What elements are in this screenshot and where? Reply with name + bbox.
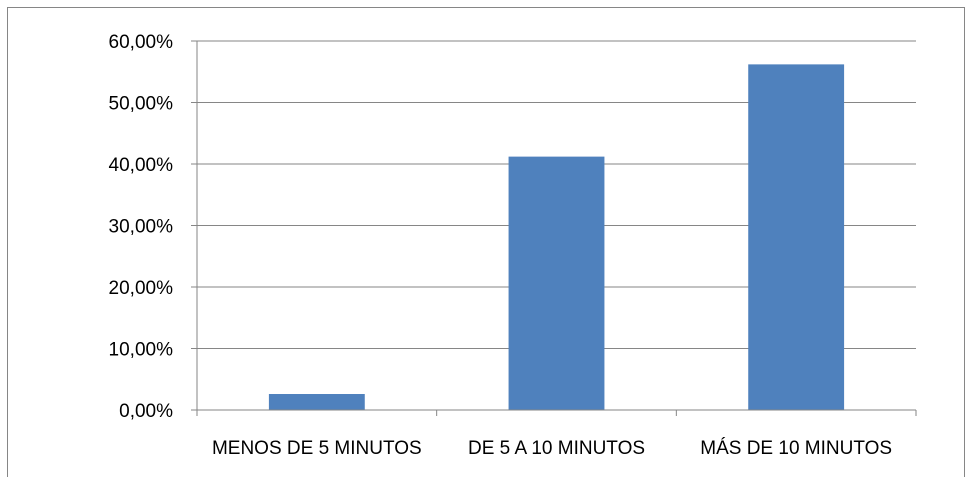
y-tick-label: 0,00% xyxy=(119,401,173,422)
y-tick-label: 60,00% xyxy=(109,32,174,53)
y-tick-label: 30,00% xyxy=(109,217,174,238)
x-category-labels: MENOS DE 5 MINUTOS DE 5 A 10 MINUTOS MÁS D… xyxy=(212,438,892,459)
chart-frame xyxy=(7,7,965,477)
y-tick-label: 20,00% xyxy=(109,278,174,299)
x-category-label: DE 5 A 10 MINUTOS xyxy=(468,438,645,459)
x-category-label: MENOS DE 5 MINUTOS xyxy=(212,438,422,459)
x-category-label: MÁS DE 10 MINUTOS xyxy=(700,438,892,459)
bars xyxy=(268,64,845,411)
bar xyxy=(748,64,845,411)
bar xyxy=(268,394,365,410)
bar xyxy=(508,156,605,410)
y-tick-label: 40,00% xyxy=(109,155,174,176)
y-tick-labels: 0,00% 10,00% 20,00% 30,00% 40,00% 50,00% 60,00… xyxy=(109,32,174,422)
y-tick-label: 50,00% xyxy=(109,94,174,115)
axes xyxy=(191,40,917,416)
y-tick-label: 10,00% xyxy=(109,340,174,361)
